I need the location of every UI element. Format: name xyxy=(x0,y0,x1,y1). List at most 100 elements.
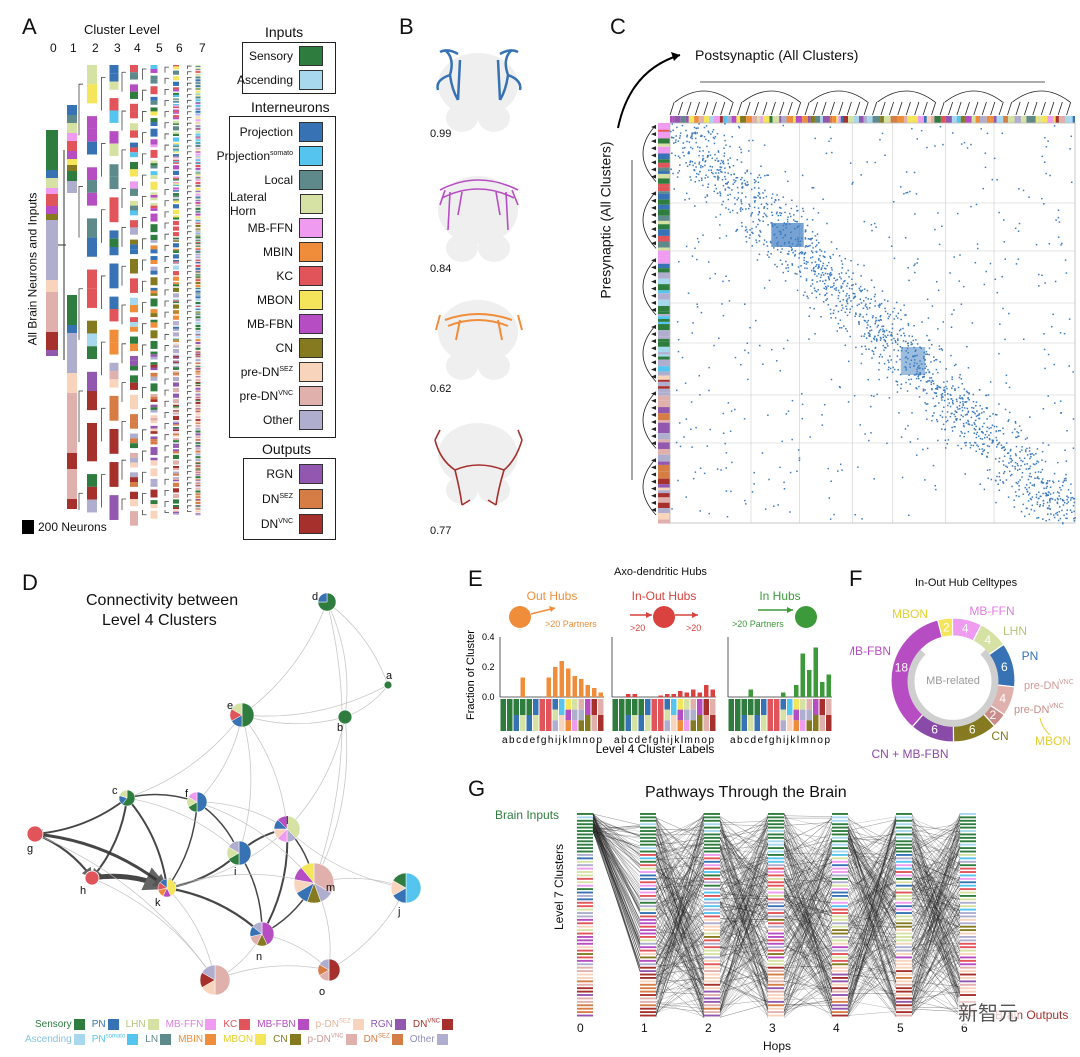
connection-dot xyxy=(882,325,885,327)
connection-dot xyxy=(953,425,956,428)
pathway-line xyxy=(719,879,769,900)
pathway-line xyxy=(592,818,641,881)
segment-count: 2 xyxy=(943,620,950,634)
cluster-segment xyxy=(130,278,138,293)
pathway-line xyxy=(655,902,705,963)
branch xyxy=(187,328,192,332)
connection-dot xyxy=(986,430,988,433)
connection-dot xyxy=(848,297,851,299)
branch xyxy=(142,195,147,207)
connection-dot xyxy=(1051,498,1054,500)
postsynaptic-color-strip xyxy=(1040,116,1048,123)
pathway-line xyxy=(911,818,961,1001)
pathway-line xyxy=(847,967,897,974)
pathway-line xyxy=(783,877,833,983)
connection-dot xyxy=(727,402,730,404)
postsynaptic-color-strip xyxy=(880,116,884,123)
dendrogram-branch xyxy=(669,101,675,116)
connection-dot xyxy=(800,275,802,278)
pathway-line xyxy=(911,827,961,867)
connection-dot xyxy=(1054,402,1056,404)
connection-dot xyxy=(1017,258,1020,260)
neuron-cluster-4 xyxy=(434,429,523,506)
connection-dot xyxy=(973,411,975,414)
connection-dot xyxy=(859,298,861,301)
connection-dot xyxy=(957,408,959,410)
pathway-line xyxy=(655,997,705,1014)
cluster-segment xyxy=(195,196,201,198)
connection-dot xyxy=(839,300,841,303)
postsynaptic-color-strip xyxy=(979,116,987,123)
connection-dot xyxy=(887,359,889,362)
connection-dot xyxy=(986,407,988,409)
cluster-segment xyxy=(195,441,201,443)
legend-label: pre-DNSEZ xyxy=(240,365,293,379)
connection-dot xyxy=(826,222,828,225)
cluster-segment xyxy=(195,479,201,481)
branch xyxy=(164,133,169,140)
connection-dot xyxy=(967,419,969,422)
node-slice xyxy=(261,921,275,946)
connection-dot xyxy=(722,160,725,162)
connection-dot xyxy=(753,187,756,189)
connection-dot xyxy=(1014,422,1017,424)
connection-dot xyxy=(1028,475,1031,477)
cluster-segment xyxy=(195,156,201,158)
legend-row: Lateral Horn xyxy=(230,190,323,218)
pathway-line xyxy=(783,937,833,1004)
connection-dot xyxy=(790,249,793,251)
connection-dot xyxy=(1008,419,1010,421)
connection-dot xyxy=(879,339,882,341)
connection-dot xyxy=(815,296,818,299)
cluster-segment xyxy=(195,200,201,202)
presynaptic-color-strip xyxy=(658,392,670,396)
connection-dot xyxy=(953,413,955,416)
cluster-segment xyxy=(46,350,58,356)
connection-dot xyxy=(736,198,738,201)
node-slice xyxy=(277,815,288,830)
presynaptic-color-strip xyxy=(658,235,670,242)
postsynaptic-color-strip xyxy=(836,116,839,123)
branch xyxy=(164,155,169,162)
pathway-line xyxy=(847,816,897,923)
cluster-segment xyxy=(173,151,179,153)
connection-dot xyxy=(865,306,868,308)
branch xyxy=(164,222,169,229)
cluster-segment xyxy=(195,250,201,252)
cluster-segment xyxy=(130,84,138,92)
pathway-line xyxy=(655,841,705,881)
pathway-line xyxy=(783,999,833,1008)
connection-dot xyxy=(927,317,930,319)
pathway-line xyxy=(719,837,769,1012)
connection-dot xyxy=(751,231,753,234)
connection-dot xyxy=(1055,512,1057,515)
pathway-line xyxy=(847,914,897,992)
branch xyxy=(164,378,169,385)
pathway-line xyxy=(719,816,769,849)
connection-dot xyxy=(1021,471,1024,474)
connection-dot xyxy=(966,413,968,416)
connection-dot xyxy=(878,319,880,322)
neuron-cluster-3 xyxy=(435,313,523,341)
connection-dot xyxy=(787,410,790,412)
pathway-line xyxy=(911,903,961,972)
connection-dot xyxy=(977,414,979,417)
connection-dot xyxy=(1057,461,1059,464)
cluster-segment xyxy=(130,305,138,313)
connection-dot xyxy=(814,270,816,273)
pathway-line xyxy=(847,971,897,977)
dendrogram-leaf xyxy=(651,198,656,203)
branch xyxy=(121,227,126,247)
pathway-line xyxy=(655,873,705,965)
pathway-line xyxy=(847,864,897,919)
pathway-line xyxy=(592,821,641,867)
connection-dot xyxy=(709,277,711,280)
connection-dot xyxy=(817,289,819,291)
connection-dot xyxy=(829,312,832,315)
cluster-segment xyxy=(173,312,179,315)
cluster-segment xyxy=(195,151,201,153)
cluster-segment xyxy=(195,333,201,335)
connection-dot xyxy=(911,343,914,345)
pathway-line xyxy=(783,911,833,1014)
connection-dot xyxy=(707,176,709,178)
